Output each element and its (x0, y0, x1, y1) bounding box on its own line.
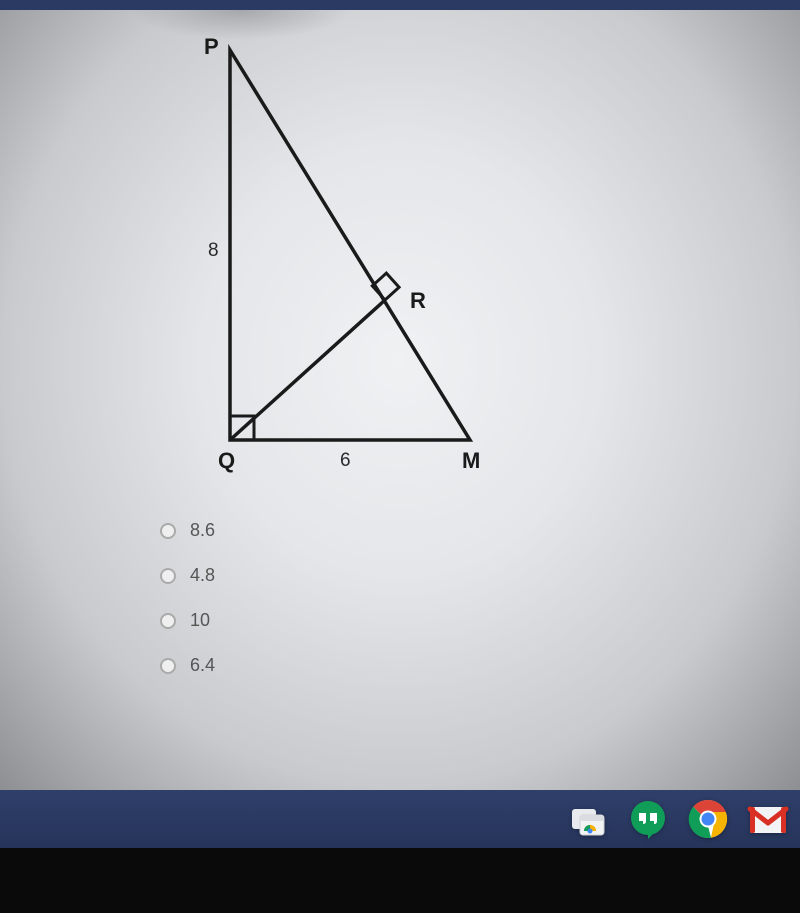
option-label: 10 (190, 610, 210, 631)
vertex-label-p: P (204, 34, 219, 60)
option-label: 8.6 (190, 520, 215, 541)
radio-icon[interactable] (160, 523, 176, 539)
option-label: 4.8 (190, 565, 215, 586)
hangouts-icon[interactable] (626, 797, 670, 841)
vertex-label-r: R (410, 288, 426, 314)
taskbar (0, 790, 800, 848)
answer-option[interactable]: 8.6 (160, 520, 215, 541)
triangle-pqm (230, 50, 470, 440)
content-area: P Q M R 8 6 8.6 4.8 10 6.4 (0, 10, 800, 790)
side-label-qm: 6 (340, 450, 351, 472)
radio-icon[interactable] (160, 568, 176, 584)
triangle-diagram: P Q M R 8 6 (180, 40, 500, 490)
gmail-icon[interactable] (746, 797, 790, 841)
answer-option[interactable]: 6.4 (160, 655, 215, 676)
answer-option[interactable]: 10 (160, 610, 215, 631)
browser-top-bar (0, 0, 800, 10)
below-screen-area (0, 848, 800, 913)
triangle-svg (180, 40, 500, 490)
side-label-pq: 8 (208, 240, 219, 262)
radio-icon[interactable] (160, 613, 176, 629)
vertex-label-m: M (462, 448, 480, 474)
chrome-icon[interactable] (686, 797, 730, 841)
answer-options: 8.6 4.8 10 6.4 (160, 520, 215, 700)
window-stack-icon[interactable] (566, 797, 610, 841)
option-label: 6.4 (190, 655, 215, 676)
radio-icon[interactable] (160, 658, 176, 674)
vertex-label-q: Q (218, 448, 235, 474)
answer-option[interactable]: 4.8 (160, 565, 215, 586)
screen-smudge (130, 10, 350, 40)
